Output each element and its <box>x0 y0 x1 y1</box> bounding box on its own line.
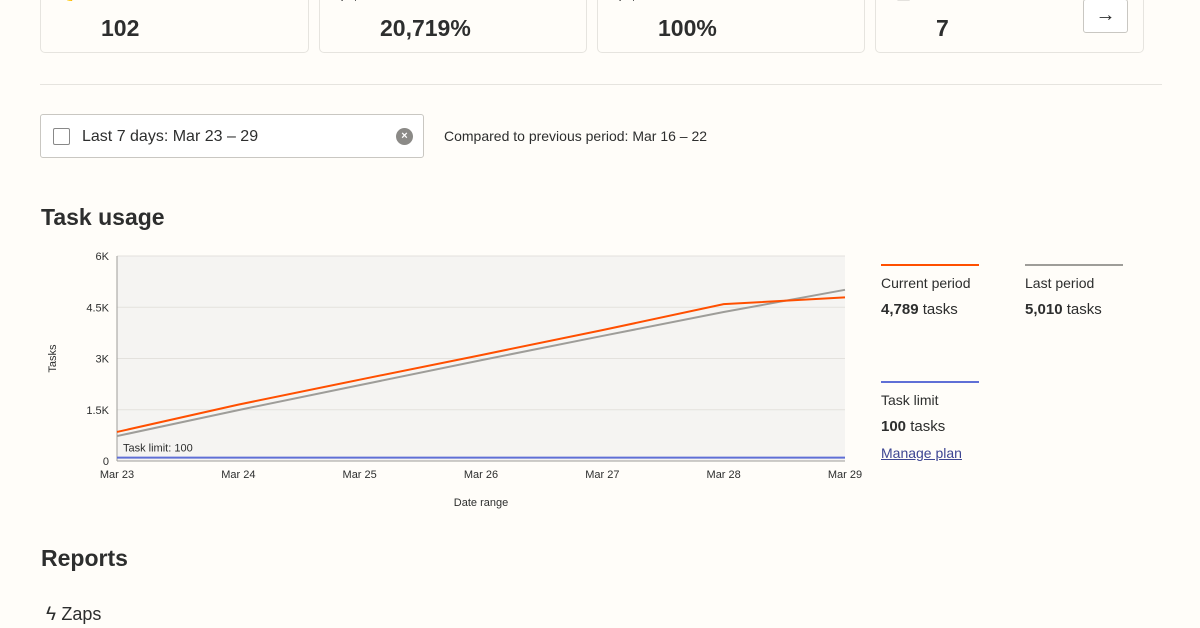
arrow-right-button[interactable]: → <box>1083 0 1128 33</box>
stat-card-active-zaps: ⚡102 <box>40 0 309 53</box>
arrow-right-icon: → <box>1095 4 1116 26</box>
zaps-report-link[interactable]: ϟ Zaps <box>46 604 102 625</box>
x-tick-label: Mar 29 <box>828 469 862 481</box>
y-tick-label: 6K <box>96 251 110 263</box>
task-usage-chart: 0 1.5K 3K 4.5K 6K Mar 23 Mar 24 Mar 25 Mar 26 Mar… <box>47 251 862 509</box>
task-limit-annotation: Task limit: 100 <box>123 443 193 455</box>
x-tick-label: Mar 26 <box>464 469 498 481</box>
x-tick-label: Mar 23 <box>100 469 134 481</box>
clear-icon[interactable]: × <box>396 128 413 145</box>
bolt-icon: ⚡ <box>61 0 77 1</box>
calendar-icon <box>53 128 70 145</box>
y-tick-label: 1.5K <box>86 405 109 417</box>
series-line-last-period <box>116 288 846 438</box>
reports-title: Reports <box>41 545 128 571</box>
bolt-icon: ϟ <box>46 604 57 625</box>
check-circle-icon: ◯ <box>618 0 634 1</box>
legend-last: Last period 5,010 tasks <box>1025 264 1123 318</box>
date-range-picker[interactable]: Last 7 days: Mar 23 – 29 × <box>40 114 424 158</box>
x-tick-label: Mar 25 <box>343 469 377 481</box>
x-axis-label: Date range <box>454 497 508 509</box>
stat-card-alerts: ▭7 → <box>875 0 1144 53</box>
manage-plan-link[interactable]: Manage plan <box>881 445 962 461</box>
compare-text: Compared to previous period: Mar 16 – 22 <box>444 128 708 144</box>
stat-card-plan-usage: ◯20,719% <box>319 0 587 53</box>
y-axis-label: Tasks <box>47 344 59 373</box>
x-tick-label: Mar 24 <box>221 469 255 481</box>
x-tick-label: Mar 28 <box>707 469 741 481</box>
divider <box>40 84 1162 85</box>
task-usage-title: Task usage <box>41 204 165 230</box>
y-tick-label: 3K <box>96 354 110 366</box>
legend-current: Current period 4,789 tasks <box>881 264 979 318</box>
alert-icon: ▭ <box>896 0 912 1</box>
y-tick-label: 0 <box>103 456 109 468</box>
gauge-icon: ◯ <box>340 0 356 1</box>
series-line-current-period <box>116 296 846 433</box>
stat-card-success-rate: ◯100% <box>597 0 865 53</box>
x-tick-label: Mar 27 <box>585 469 619 481</box>
y-tick-label: 4.5K <box>86 302 109 314</box>
legend-limit: Task limit 100 tasks Manage plan <box>881 381 979 461</box>
